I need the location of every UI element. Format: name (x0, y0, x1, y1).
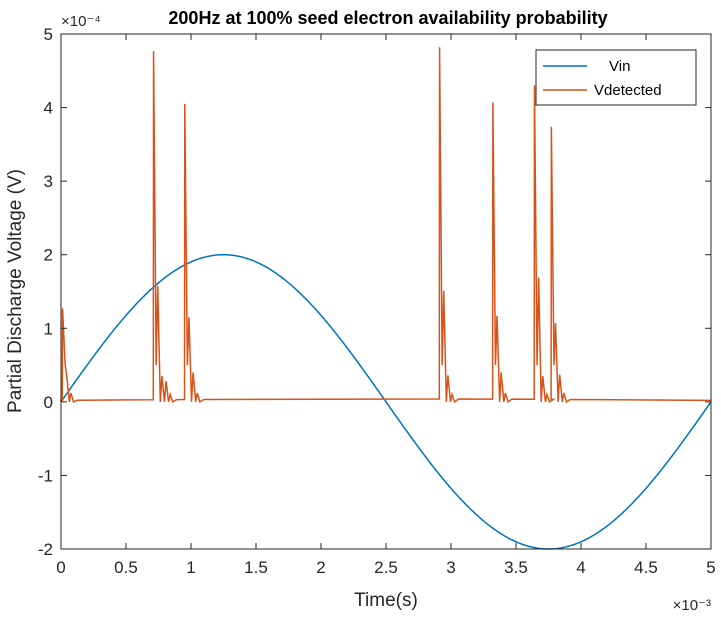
x-tick-label: 1 (186, 558, 195, 577)
plot-frame (60, 33, 712, 550)
x-tick-label: 0 (56, 558, 65, 577)
x-tick-label: 4 (576, 558, 585, 577)
y-tick-label: 4 (44, 99, 53, 118)
x-tick-label: 1.5 (244, 558, 268, 577)
y-tick-label: 3 (44, 172, 53, 191)
legend: Vin Vdetected (535, 49, 697, 106)
legend-label-vin: Vin (609, 58, 630, 75)
x-axis-label: Time(s) (354, 590, 418, 611)
x-tick-label: 0.5 (114, 558, 138, 577)
y-tick-label: 1 (44, 319, 53, 338)
y-tick-label: -2 (38, 540, 53, 559)
y-tick-label: 0 (44, 393, 53, 412)
x-tick-label: 5 (706, 558, 715, 577)
x-tick-label: 2 (316, 558, 325, 577)
legend-box (535, 49, 697, 106)
y-exponent-label: ×10⁻⁴ (61, 13, 101, 30)
series-line-vdetected (60, 47, 712, 404)
legend-label-vdetected: Vdetected (594, 82, 662, 99)
x-tick-label: 4.5 (634, 558, 658, 577)
y-tick-label: 2 (44, 246, 53, 265)
x-tick-label: 3 (446, 558, 455, 577)
series-line-vin (60, 253, 712, 550)
y-tick-label: 5 (44, 25, 53, 44)
x-tick-label: 2.5 (374, 558, 398, 577)
y-axis-label: Partial Discharge Voltage (V) (5, 169, 26, 413)
tick-layer: 0 0.5 1 1.5 2 2.5 3 3.5 4 4.5 5 -2 -1 0 1 2 3 4 5 (38, 25, 716, 577)
series-layer (60, 47, 712, 550)
x-tick-label: 3.5 (504, 558, 528, 577)
x-exponent-label: ×10⁻³ (673, 597, 711, 614)
chart-title: 200Hz at 100% seed electron availability… (168, 8, 607, 28)
plot-background (61, 34, 711, 549)
y-tick-label: -1 (38, 466, 53, 485)
